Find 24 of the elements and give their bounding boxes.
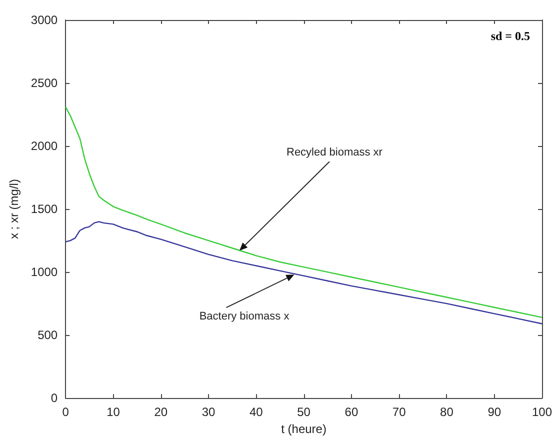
x-tick-label: 0	[62, 405, 70, 420]
x-tick-label: 80	[440, 405, 454, 420]
y-tick-label: 3000	[30, 13, 58, 27]
x-tick-label: 90	[488, 405, 502, 420]
y-axis-title: x ; xr (mg/l)	[7, 179, 21, 240]
x-tick-label: 30	[202, 405, 216, 420]
annotation: sd = 0.5	[490, 29, 530, 43]
y-tick-label: 1500	[30, 202, 58, 216]
annotation: Recyled biomass xr	[286, 146, 383, 159]
y-tick-label: 2000	[30, 139, 58, 154]
y-tick-label: 2500	[30, 76, 58, 90]
y-tick-label: 1000	[30, 265, 58, 280]
line-series	[64, 221, 543, 324]
annotation: Bactery biomass x	[199, 310, 290, 323]
x-tick-label: 100	[532, 405, 552, 420]
x-tick-label: 50	[297, 405, 311, 420]
x-tick-label: 60	[344, 405, 358, 420]
y-tick-label: 500	[38, 328, 58, 342]
x-tick-label: 40	[249, 405, 264, 420]
x-tick-label: 20	[154, 405, 168, 420]
x-tick-label: 70	[392, 405, 406, 420]
x-tick-label: 10	[106, 405, 120, 420]
x-axis-title: t (heure)	[281, 422, 326, 436]
y-tick-label: 0	[50, 391, 58, 406]
